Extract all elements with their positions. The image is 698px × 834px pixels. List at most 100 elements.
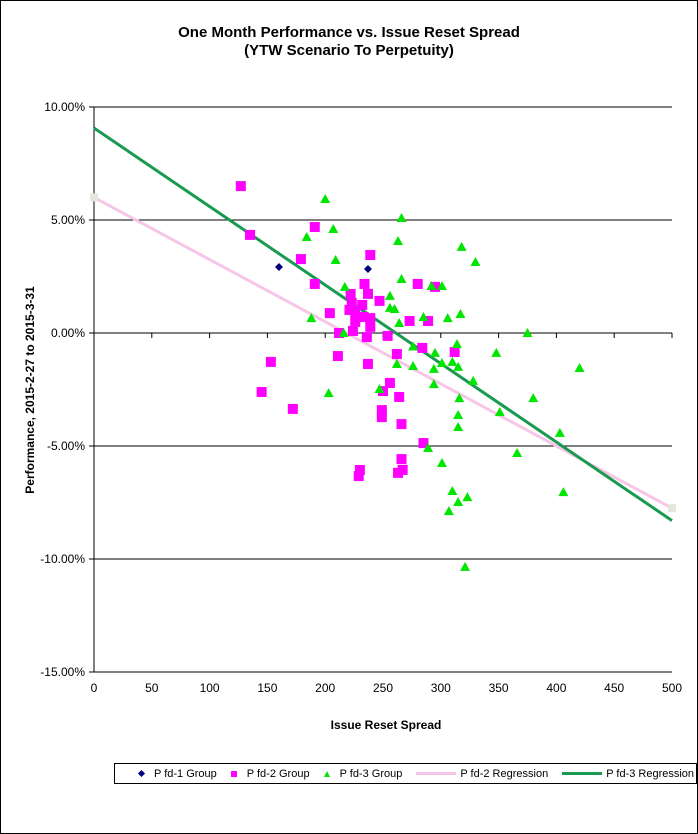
data-point-triangle <box>436 280 447 290</box>
legend-item-pfd3-regression: P fd-3 Regression <box>562 768 694 780</box>
data-point-triangle <box>430 347 441 357</box>
data-point-square <box>393 467 404 478</box>
data-point-triangle <box>455 309 466 319</box>
data-point-square <box>347 325 358 336</box>
data-point-triangle <box>301 231 312 241</box>
data-point-triangle <box>453 410 464 420</box>
data-point-triangle <box>408 341 419 351</box>
data-point-triangle <box>512 448 523 458</box>
data-point-square <box>396 454 407 465</box>
data-point-square <box>382 330 393 341</box>
data-point-triangle <box>456 241 467 251</box>
data-point-square <box>345 288 356 299</box>
data-point-square <box>324 308 335 319</box>
data-point-triangle <box>522 328 533 337</box>
x-axis-label: Issue Reset Spread <box>330 718 442 732</box>
data-point-triangle <box>436 457 447 467</box>
data-point-square <box>295 254 306 265</box>
data-point-square <box>358 311 369 322</box>
data-point-square <box>365 313 376 324</box>
data-point-square <box>344 304 355 315</box>
y-tick-label: -5.00% <box>47 439 85 453</box>
data-point-square <box>417 342 428 353</box>
data-point-triangle <box>468 375 479 385</box>
y-tick-label: -10.00% <box>40 552 85 566</box>
y-tick-label: 10.00% <box>44 100 85 114</box>
data-point-triangle <box>396 212 407 222</box>
data-point-square <box>394 391 405 402</box>
data-point-triangle <box>428 363 439 373</box>
data-point-triangle <box>491 347 502 357</box>
data-point-square <box>430 281 441 292</box>
data-point-triangle <box>384 290 395 300</box>
data-point-triangle <box>330 255 341 265</box>
data-point-triangle <box>323 388 334 398</box>
tick-labels: 10.00% 5.00% 0.00% -5.00% -10.00% -15.00% 0 50 1… <box>40 100 682 695</box>
legend-item-pfd3: P fd-3 Group <box>323 768 402 780</box>
regression-endpoint <box>668 504 676 513</box>
legend-label: P fd-1 Group <box>154 767 217 780</box>
data-point-triangle <box>470 257 481 267</box>
data-point-square <box>357 299 368 310</box>
data-point-triangle <box>374 384 385 394</box>
data-point-square <box>384 377 395 388</box>
data-point-square <box>350 316 361 327</box>
legend-label: P fd-2 Group <box>246 767 310 780</box>
data-point-triangle <box>494 407 505 417</box>
data-point-square <box>235 181 246 192</box>
data-point-triangle <box>443 506 454 516</box>
y-tick-label: 0.00% <box>51 326 85 340</box>
data-point-square <box>309 278 320 289</box>
data-point-square <box>287 403 298 414</box>
data-point-diamond <box>274 263 283 272</box>
data-point-triangle <box>462 492 473 502</box>
x-tick-label: 100 <box>200 681 220 695</box>
data-point-square <box>376 405 387 416</box>
x-tick-label: 0 <box>91 681 98 695</box>
data-point-triangle <box>306 313 317 323</box>
data-point-diamond <box>363 265 372 274</box>
data-point-square <box>245 229 256 240</box>
legend-label: P fd-2 Regression <box>460 767 549 780</box>
data-point-triangle <box>436 358 447 368</box>
data-point-triangle <box>428 379 439 389</box>
data-point-triangle <box>453 497 464 507</box>
y-tick-label: 5.00% <box>51 213 85 227</box>
data-point-square <box>359 278 370 289</box>
data-point-square <box>449 346 460 357</box>
data-point-square <box>361 332 372 343</box>
regression-lines <box>90 126 676 522</box>
x-tick-label: 200 <box>315 681 335 695</box>
data-point-triangle <box>320 193 331 203</box>
data-point-square <box>354 464 365 475</box>
data-point-triangle <box>554 427 565 437</box>
legend-label: P fd-3 Regression <box>606 767 695 780</box>
chart-title-line-2: (YTW Scenario To Perpetuity) <box>244 42 454 59</box>
data-point-triangle <box>447 356 458 366</box>
data-point-triangle <box>389 304 400 314</box>
legend-item-pfd2-regression: P fd-2 Regression <box>416 768 548 780</box>
data-point-square <box>365 321 376 332</box>
x-tick-label: 50 <box>145 681 159 695</box>
data-point-square <box>412 278 423 289</box>
data-point-square <box>350 306 361 317</box>
data-point-triangle <box>574 363 585 373</box>
data-point-triangle <box>338 328 349 337</box>
data-point-triangle <box>396 273 407 283</box>
x-tick-label: 300 <box>431 681 451 695</box>
regression-endpoint <box>90 193 98 202</box>
data-point-square <box>362 358 373 369</box>
x-tick-label: 150 <box>257 681 277 695</box>
data-points <box>235 181 585 571</box>
data-point-triangle <box>558 487 569 497</box>
data-point-square <box>396 419 407 430</box>
chart-title: One Month Performance vs. Issue Reset Sp… <box>0 24 698 60</box>
data-point-triangle <box>460 561 471 571</box>
data-point-square <box>423 316 434 327</box>
data-point-square <box>404 316 415 327</box>
x-tick-label: 500 <box>662 681 682 695</box>
pink-line-icon <box>416 772 457 775</box>
data-point-square <box>418 438 429 449</box>
data-point-square <box>353 471 364 482</box>
